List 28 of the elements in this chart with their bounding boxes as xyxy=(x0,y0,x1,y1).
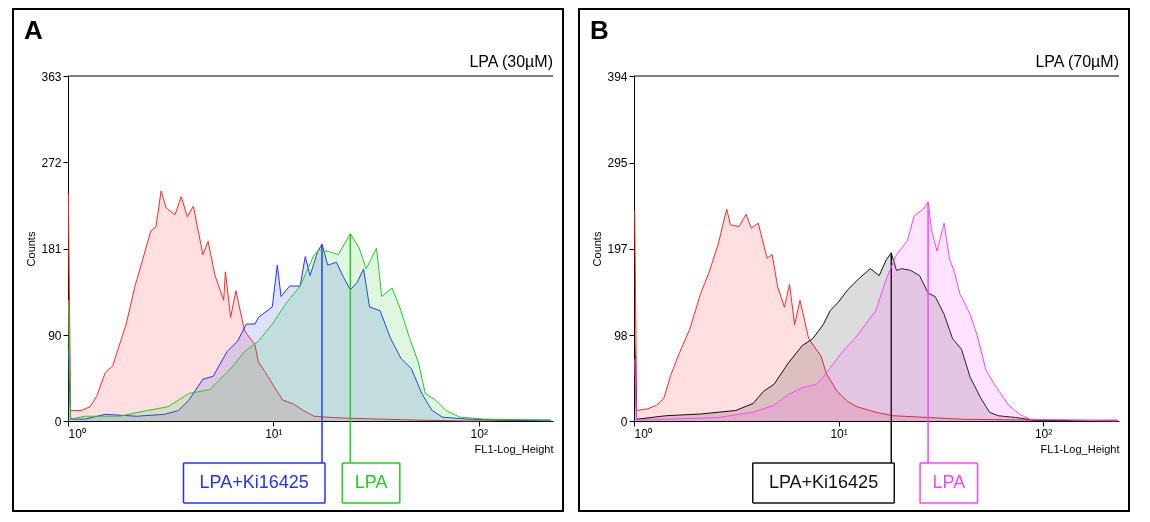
y-tick-label: 394 xyxy=(607,69,628,84)
y-tick-label: 272 xyxy=(41,155,62,170)
y-tick-label: 181 xyxy=(41,242,62,257)
legend-label: LPA+Ki16425 xyxy=(768,472,879,492)
y-axis-title: Counts xyxy=(591,231,604,267)
legend-label: LPA xyxy=(354,472,388,492)
legend-label: LPA+Ki16425 xyxy=(199,472,309,492)
y-tick-label: 90 xyxy=(48,328,62,343)
chart-subtitle: LPA (30µM) xyxy=(469,53,553,70)
y-tick-label: 295 xyxy=(607,156,628,171)
y-tick-label: 98 xyxy=(614,328,628,343)
legend-label: LPA xyxy=(932,472,966,492)
y-tick-label: 0 xyxy=(620,414,628,429)
chart-subtitle: LPA (70µM) xyxy=(1035,53,1119,70)
x-axis-title: FL1-Log_Height xyxy=(1040,442,1120,455)
y-tick-label: 0 xyxy=(54,414,62,429)
chart-title: B xyxy=(590,15,609,45)
x-tick-label: 10¹ xyxy=(830,426,848,441)
y-axis-title: Counts xyxy=(25,231,38,267)
y-tick-label: 197 xyxy=(607,242,628,256)
x-axis-title: FL1-Log_Height xyxy=(474,442,554,455)
chart-title: A xyxy=(24,15,43,45)
x-tick-label: 10² xyxy=(1034,426,1053,441)
x-tick-label: 10⁰ xyxy=(68,426,86,441)
x-tick-label: 10⁰ xyxy=(634,426,652,441)
y-tick-label: 363 xyxy=(41,69,62,84)
x-tick-label: 10² xyxy=(470,426,488,441)
x-tick-label: 10¹ xyxy=(265,426,283,441)
